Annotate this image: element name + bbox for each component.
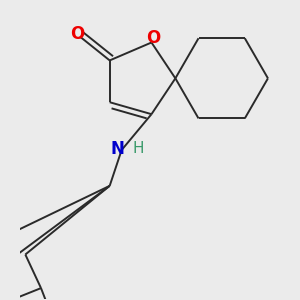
Text: O: O: [146, 29, 160, 47]
Text: O: O: [70, 25, 84, 43]
Text: N: N: [110, 140, 124, 158]
Text: H: H: [132, 141, 144, 156]
